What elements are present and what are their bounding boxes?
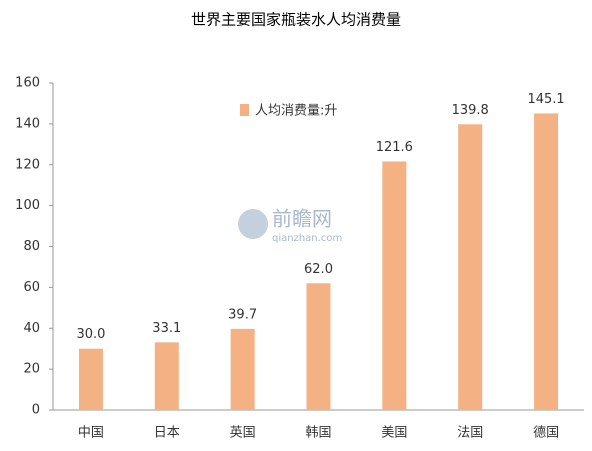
x-tick-label: 法国	[457, 426, 483, 441]
x-tick-label: 中国	[78, 426, 104, 441]
y-tick-label: 20	[23, 362, 40, 377]
y-tick-label: 60	[23, 280, 40, 295]
bar	[382, 161, 407, 410]
x-tick-label: 美国	[381, 426, 407, 441]
bar	[154, 342, 179, 410]
y-tick-label: 100	[15, 198, 40, 213]
legend-swatch	[240, 104, 249, 116]
bar	[230, 328, 255, 410]
value-label: 145.1	[527, 92, 564, 107]
watermark-logo	[238, 209, 268, 239]
bar	[458, 124, 483, 410]
x-tick-label: 韩国	[305, 426, 331, 441]
y-tick-label: 40	[23, 321, 40, 336]
y-tick-label: 80	[23, 239, 40, 254]
legend-label: 人均消费量:升	[255, 104, 337, 119]
watermark: 前瞻网	[272, 207, 332, 231]
watermark-url: qianzhan.com	[272, 233, 342, 244]
value-label: 121.6	[376, 140, 413, 155]
value-label: 33.1	[152, 321, 181, 336]
value-label: 139.8	[452, 103, 489, 118]
value-label: 39.7	[228, 307, 257, 322]
x-tick-label: 德国	[533, 426, 559, 441]
chart-title: 世界主要国家瓶装水人均消费量	[191, 11, 401, 29]
value-label: 30.0	[76, 327, 105, 342]
bar	[306, 283, 331, 410]
y-tick-label: 0	[32, 403, 40, 418]
y-tick-label: 160	[15, 76, 40, 91]
value-label: 62.0	[304, 262, 333, 277]
x-tick-label: 英国	[230, 426, 256, 441]
bar	[534, 113, 559, 410]
bar	[78, 348, 103, 410]
y-tick-label: 120	[15, 157, 40, 172]
x-tick-label: 日本	[154, 426, 180, 441]
y-tick-label: 140	[15, 116, 40, 131]
